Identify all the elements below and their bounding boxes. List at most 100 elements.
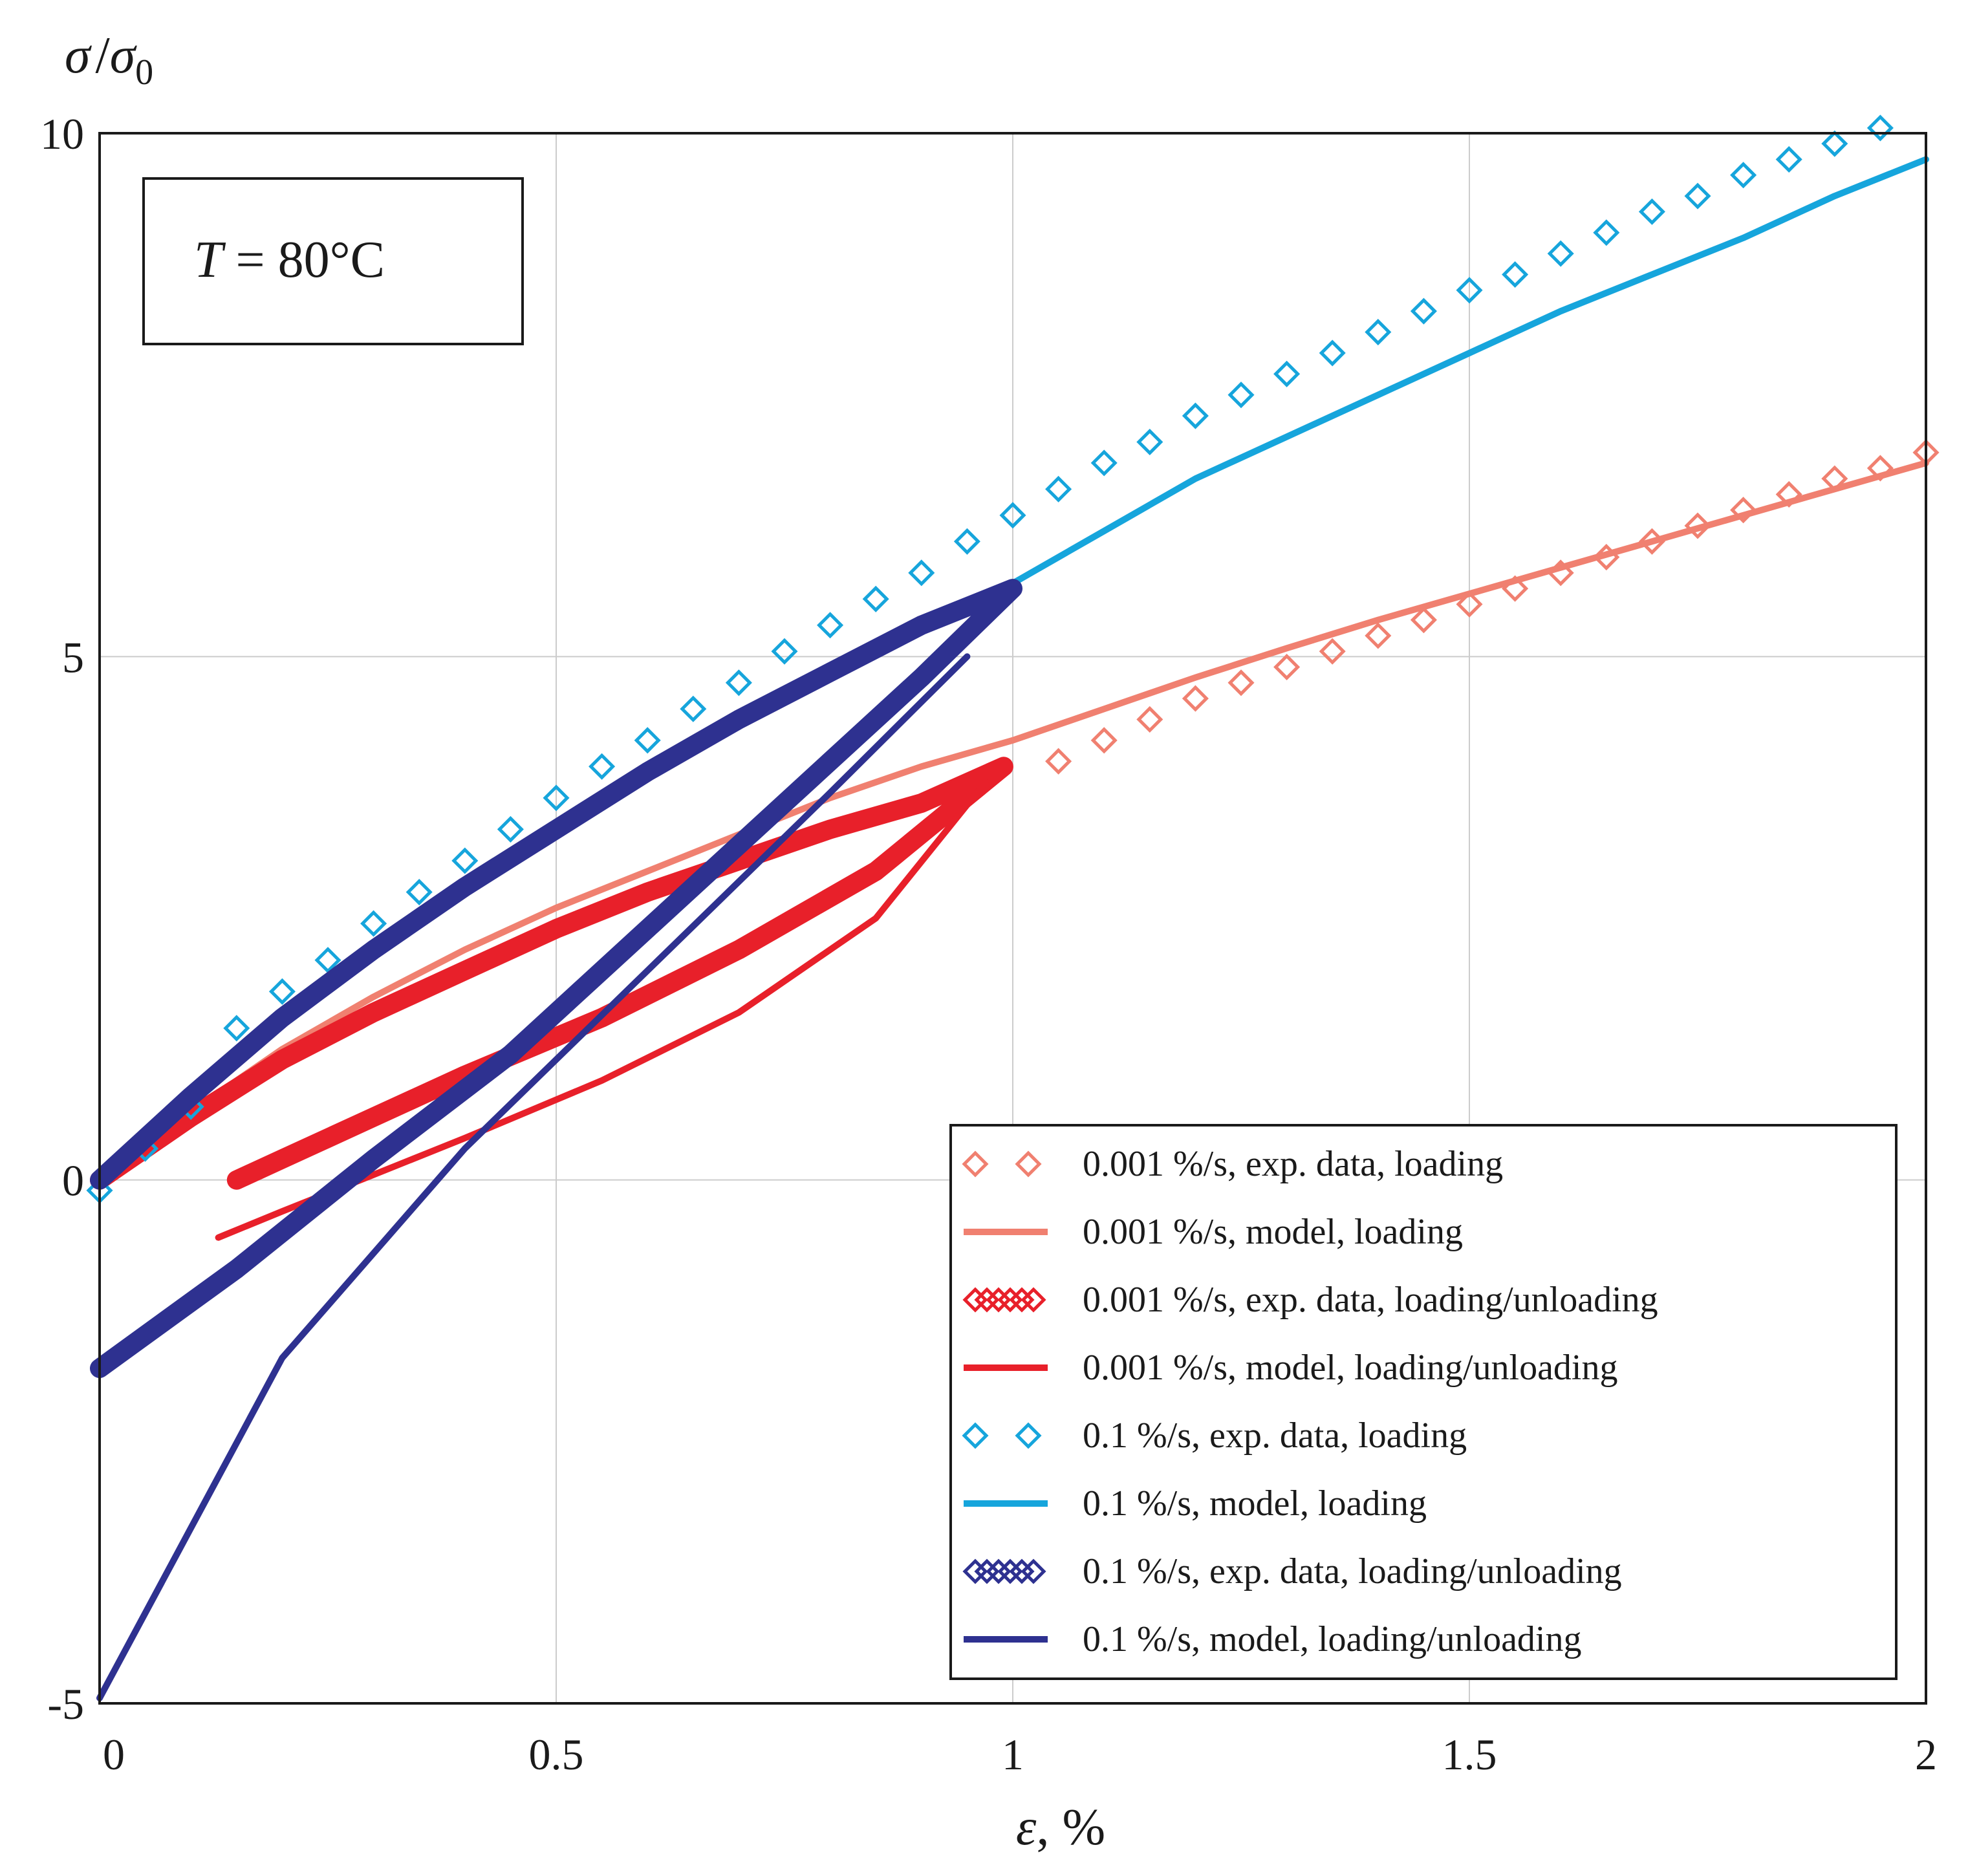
marker-point <box>1866 114 1894 142</box>
y-tick-label: -5 <box>47 1679 84 1729</box>
y-axis-subscript: 0 <box>135 52 153 92</box>
marker-point <box>725 669 752 696</box>
marker-point <box>1456 277 1483 304</box>
marker-point <box>1045 748 1072 775</box>
marker-point <box>405 878 433 906</box>
marker-point <box>268 978 296 1005</box>
legend-item: 0.1 %/s, exp. data, loading <box>962 1416 1467 1456</box>
data-band <box>90 757 1013 1190</box>
legend-label: 0.1 %/s, exp. data, loading <box>1083 1416 1467 1456</box>
marker-point <box>817 612 844 639</box>
series-8 <box>96 653 971 1701</box>
annotation-frame <box>142 177 524 345</box>
marker-point <box>1273 653 1301 681</box>
series-4 <box>215 779 989 1241</box>
marker-point <box>1730 162 1757 189</box>
series-6 <box>1010 156 1929 587</box>
marker-point <box>451 847 479 874</box>
marker-point <box>314 947 341 974</box>
x-tick-label: 0.5 <box>529 1730 584 1779</box>
legend-label: 0.001 %/s, model, loading <box>1083 1212 1463 1252</box>
legend-item: 0.001 %/s, model, loading <box>964 1212 1463 1252</box>
marker-point <box>1593 219 1620 246</box>
legend-label: 0.1 %/s, exp. data, loading/unloading <box>1083 1551 1622 1591</box>
marker-point <box>771 638 798 665</box>
y-axis-sigma-base: σ <box>110 27 137 84</box>
marker-point <box>1045 475 1072 502</box>
marker-point <box>1090 449 1118 477</box>
legend-item: 0.1 %/s, exp. data, loading/unloading <box>962 1551 1622 1591</box>
y-tick-label: 10 <box>40 109 84 158</box>
marker-point <box>1273 360 1301 387</box>
annotation-box: T = 80°C <box>142 177 524 345</box>
x-tick-label: 0 <box>103 1730 125 1779</box>
y-tick-label: 5 <box>62 632 84 682</box>
legend-marker <box>1021 1287 1046 1313</box>
legend-marker <box>1015 1150 1042 1178</box>
legend-label: 0.1 %/s, model, loading/unloading <box>1083 1619 1581 1659</box>
marker-point <box>1547 240 1574 267</box>
x-tick-label: 2 <box>1915 1730 1937 1779</box>
marker-point <box>497 815 524 843</box>
annotation-value: = 80°C <box>223 232 385 288</box>
y-tick-labels: -5 0 5 10 <box>40 109 84 1729</box>
x-tick-label: 1 <box>1002 1730 1024 1779</box>
series-5 <box>86 114 1894 1204</box>
marker-point <box>223 1015 250 1042</box>
legend-label: 0.001 %/s, exp. data, loading <box>1083 1144 1503 1184</box>
legend-frame <box>949 1124 1898 1680</box>
data-band <box>90 579 1022 1378</box>
marker-point <box>1319 638 1346 665</box>
legend-items: 0.001 %/s, exp. data, loading 0.001 %/s, … <box>962 1144 1658 1659</box>
model-line <box>96 653 971 1701</box>
model-line <box>96 459 1929 1183</box>
marker-point <box>1456 590 1483 618</box>
marker-point <box>1136 428 1163 456</box>
x-axis-unit: , % <box>1036 1799 1105 1856</box>
marker-point <box>1410 607 1437 634</box>
legend-item: 0.001 %/s, exp. data, loading <box>962 1144 1503 1184</box>
y-axis-label: σ/σ0 <box>65 27 153 92</box>
marker-point <box>1182 685 1209 712</box>
marker-point <box>908 559 935 587</box>
legend-marker <box>1015 1422 1042 1449</box>
x-tick-label: 1.5 <box>1442 1730 1497 1779</box>
annotation-T: T <box>194 232 226 288</box>
marker-point <box>1821 130 1848 157</box>
y-axis-slash: / <box>95 27 110 84</box>
marker-point <box>1684 182 1711 210</box>
marker-point <box>1410 297 1437 325</box>
marker-point <box>680 695 707 722</box>
marker-point <box>1638 198 1665 225</box>
series-7 <box>90 579 1022 1378</box>
legend-label: 0.001 %/s, model, loading/unloading <box>1083 1348 1617 1388</box>
model-line <box>215 779 989 1241</box>
legend-item: 0.001 %/s, model, loading/unloading <box>964 1348 1617 1388</box>
series-2 <box>96 459 1929 1183</box>
marker-point <box>543 784 570 812</box>
marker-point <box>1684 512 1711 539</box>
marker-point <box>1365 319 1392 346</box>
x-axis-label: ε, % <box>1016 1799 1105 1856</box>
marker-point <box>1730 497 1757 524</box>
legend-label: 0.1 %/s, model, loading <box>1083 1483 1427 1524</box>
marker-point <box>1136 706 1163 733</box>
marker-point <box>1319 340 1346 367</box>
y-tick-label: 0 <box>62 1156 84 1205</box>
marker-point <box>1775 146 1802 173</box>
y-axis-sigma: σ <box>65 27 92 84</box>
marker-point <box>953 528 980 555</box>
marker-point <box>1227 669 1255 696</box>
legend-marker <box>962 1150 989 1178</box>
legend-item: 0.001 %/s, exp. data, loading/unloading <box>962 1280 1658 1320</box>
marker-point <box>1090 727 1118 754</box>
legend-marker <box>1021 1558 1046 1584</box>
marker-point <box>1365 622 1392 649</box>
marker-point <box>1227 382 1255 409</box>
legend: 0.001 %/s, exp. data, loading 0.001 %/s, … <box>949 1124 1898 1680</box>
x-axis-symbol: ε <box>1016 1799 1037 1856</box>
legend-item: 0.1 %/s, model, loading <box>964 1483 1427 1524</box>
model-line <box>1010 156 1929 587</box>
series-layer <box>86 114 1940 1701</box>
